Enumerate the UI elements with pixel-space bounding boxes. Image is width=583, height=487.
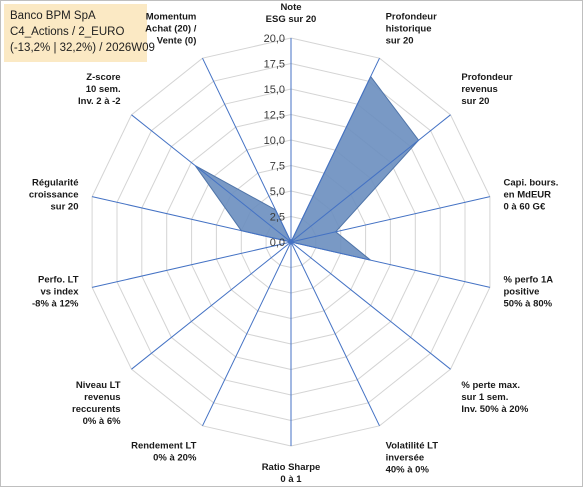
axis-spoke [202, 241, 292, 427]
axis-spoke [290, 241, 451, 370]
axis-label-line: sur 1 sem. [461, 392, 508, 403]
axis-label-line: 0% à 20% [153, 452, 197, 463]
axis-label-line: % perte max. [461, 380, 520, 391]
tick-label: 15,0 [264, 84, 285, 96]
axis-label-line: ESG sur 20 [266, 14, 317, 25]
axis-label-line: Z-score [86, 72, 120, 83]
axis-spoke [290, 196, 491, 243]
axis-label-line: Rendement LT [131, 440, 196, 451]
axis-label-line: historique [386, 24, 432, 35]
axis-label-line: Perfo. LT [38, 275, 79, 286]
axis-label-line: Inv. 2 à -2 [78, 96, 121, 107]
axis-label-line: Momentum [146, 12, 197, 23]
axis-label-line: sur 20 [51, 202, 79, 213]
axis-spoke [290, 57, 380, 243]
axis-label-line: Inv. 50% à 20% [461, 404, 528, 415]
axis-label-line: 0 à 1 [280, 474, 302, 485]
axis-label: Niveau LT revenus reccurents 0% à 6% [72, 380, 121, 427]
tick-label: 12,5 [264, 110, 285, 122]
axis-label-line: 40% à 0% [386, 464, 430, 475]
axis-label-line: 0% à 6% [83, 416, 122, 427]
title-range-week: (-13,2% | 32,2%) / 2026W09 [10, 42, 155, 54]
axis-label-line: Régularité [32, 178, 78, 189]
axis-label-line: Ratio Sharpe [262, 462, 321, 473]
axis-label-line: Capi. bours. [504, 178, 559, 189]
title-company: Banco BPM SpA [10, 10, 96, 22]
tick-label: 10,0 [264, 135, 285, 147]
axis-spoke [290, 114, 451, 243]
axis-label: Profondeur revenus sur 20 [461, 72, 512, 107]
axis-label: Régularité croissance sur 20 [29, 178, 79, 213]
axis-label-line: Volatilité LT [386, 440, 439, 451]
axis-label: Z-score 10 sem. Inv. 2 à -2 [78, 72, 121, 107]
axis-label: Ratio Sharpe 0 à 1 [262, 462, 321, 485]
axis-label-line: sur 20 [461, 96, 489, 107]
title-category: C4_Actions / 2_EURO [10, 26, 125, 38]
axis-label-line: inversée [386, 452, 425, 463]
axis-label-line: vs index [40, 287, 79, 298]
chart-title-box: Banco BPM SpA C4_Actions / 2_EURO (-13,2… [4, 4, 155, 62]
axis-label: Rendement LT 0% à 20% [131, 440, 197, 463]
axis-label-line: Niveau LT [76, 380, 121, 391]
axis-spoke [290, 241, 491, 288]
tick-label: 5,0 [270, 186, 285, 198]
axis-label-line: Achat (20) / [145, 24, 197, 35]
axis-label: Capi. bours. en MdEUR 0 à 60 G€ [504, 178, 559, 213]
axis-spoke [131, 241, 292, 370]
axis-label-line: croissance [29, 190, 79, 201]
tick-label: 17,5 [264, 59, 285, 71]
axis-label-line: % perfo 1A [504, 275, 554, 286]
axis-label-line: 50% à 80% [504, 299, 553, 310]
axis-spoke [131, 114, 292, 243]
axis-label-line: Profondeur [461, 72, 512, 83]
axis-label-line: Vente (0) [157, 36, 197, 47]
axis-label-line: 10 sem. [86, 84, 121, 95]
axis-label: Profondeur historique sur 20 [386, 12, 437, 47]
axis-label-line: en MdEUR [504, 190, 552, 201]
axis-spoke [91, 241, 292, 288]
axis-label: Perfo. LT vs index -8% à 12% [32, 275, 79, 310]
axis-label-line: sur 20 [386, 36, 414, 47]
axis-spoke [91, 196, 292, 243]
axis-label-line: revenus [461, 84, 497, 95]
axis-label-line: positive [504, 287, 540, 298]
axis-label-line: reccurents [72, 404, 121, 415]
axis-label-line: -8% à 12% [32, 299, 79, 310]
axis-label: Note ESG sur 20 [266, 2, 317, 25]
axis-label: % perfo 1A positive 50% à 80% [504, 275, 554, 310]
axis-spoke [202, 57, 292, 243]
axis-label-line: Profondeur [386, 12, 437, 23]
axis-label: Volatilité LT inversée 40% à 0% [386, 440, 439, 475]
axis-label-line: revenus [84, 392, 120, 403]
tick-label: 2,5 [270, 212, 285, 224]
axis-label-line: Note [280, 2, 301, 13]
tick-label: 0,0 [270, 237, 285, 249]
axis-label: Momentum Achat (20) / Vente (0) [145, 12, 197, 47]
axis-label: % perte max. sur 1 sem. Inv. 50% à 20% [461, 380, 528, 415]
axis-spoke [290, 241, 380, 427]
tick-label: 7,5 [270, 161, 285, 173]
tick-label: 20,0 [264, 33, 285, 45]
axis-label-line: 0 à 60 G€ [504, 202, 546, 213]
series-area [194, 75, 420, 261]
